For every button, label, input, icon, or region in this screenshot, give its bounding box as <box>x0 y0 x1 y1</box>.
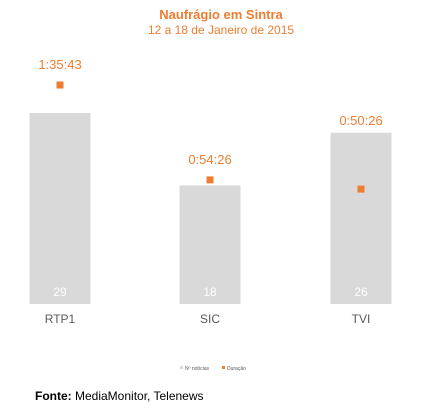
legend-swatch-duracao <box>222 366 225 369</box>
source-text: MediaMonitor, Telenews <box>75 389 204 403</box>
source-note: Fonte: MediaMonitor, Telenews <box>35 389 204 403</box>
chart-title: Naufrágio em Sintra <box>159 7 283 22</box>
bar-value-label-tvi: 26 <box>354 285 368 299</box>
category-label-rtp1: RTP1 <box>45 312 76 326</box>
chart-subtitle: 12 a 18 de Janeiro de 2015 <box>148 23 294 37</box>
bar-value-label-sic: 18 <box>203 285 217 299</box>
bars-layer: 29 RTP1 18 SIC 26 TVI <box>29 113 392 326</box>
bar-tvi <box>330 132 392 304</box>
duration-label-sic: 0:54:26 <box>188 152 231 167</box>
legend: Nº notícias Duração <box>180 366 246 372</box>
category-label-sic: SIC <box>200 312 220 326</box>
legend-label-noticias: Nº notícias <box>185 366 210 372</box>
bar-value-label-rtp1: 29 <box>53 285 67 299</box>
duration-marker-rtp1 <box>56 81 64 89</box>
bar-rtp1 <box>29 113 91 304</box>
category-label-tvi: TVI <box>352 312 371 326</box>
duration-marker-tvi <box>357 185 365 193</box>
bar-sic <box>179 185 241 304</box>
legend-label-duracao: Duração <box>227 366 246 372</box>
duration-label-rtp1: 1:35:43 <box>38 57 81 72</box>
legend-swatch-noticias <box>180 366 183 369</box>
duration-label-tvi: 0:50:26 <box>339 113 382 128</box>
markers-layer: 1:35:43 0:54:26 0:50:26 <box>38 57 383 193</box>
source-label: Fonte: <box>35 389 72 403</box>
duration-marker-sic <box>206 176 214 184</box>
